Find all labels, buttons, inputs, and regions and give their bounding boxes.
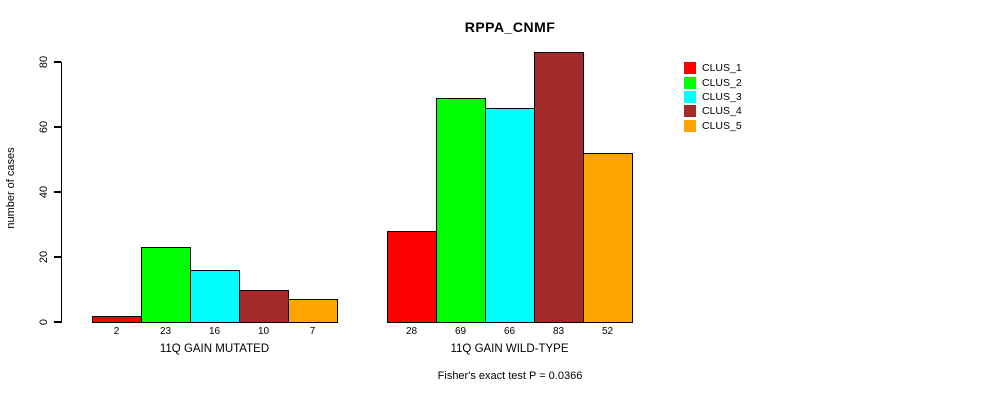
legend-row: CLUS_2 [684,75,742,89]
y-axis-tick [54,256,61,258]
bar-value-label: 66 [503,326,516,337]
bar [387,231,437,323]
y-axis-tick-label: 80 [38,55,50,69]
bar-value-label: 16 [208,326,221,337]
bar-value-label: 69 [454,326,467,337]
y-axis-tick [54,61,61,63]
legend-row: CLUS_4 [684,104,742,118]
y-axis-tick-label: 0 [38,318,50,326]
bar-value-label: 10 [257,326,270,337]
bar-value-label: 28 [405,326,418,337]
group-label: 11Q GAIN WILD-TYPE [450,343,569,355]
legend-row: CLUS_5 [684,119,742,133]
legend-label: CLUS_4 [702,105,742,118]
legend-row: CLUS_1 [684,61,742,75]
bar [288,299,338,323]
bar-value-label: 2 [113,326,120,337]
caption: Fisher's exact test P = 0.0366 [437,370,583,382]
bar-value-label: 83 [552,326,565,337]
y-axis-label: number of cases [5,147,17,229]
legend-label: CLUS_1 [702,62,742,75]
y-axis-tick-label: 20 [38,250,50,264]
legend-swatch [684,119,696,132]
chart-title: RPPA_CNMF [464,19,556,35]
y-axis-line [61,62,63,323]
bar-value-label: 52 [601,326,614,337]
legend-swatch [684,76,696,89]
legend: CLUS_1 CLUS_2 CLUS_3 CLUS_4 CLUS_5 [684,61,742,133]
legend-label: CLUS_2 [702,76,742,89]
y-axis-tick [54,321,61,323]
legend-row: CLUS_3 [684,90,742,104]
legend-swatch [684,90,696,103]
legend-swatch [684,105,696,118]
y-axis-tick-label: 60 [38,120,50,134]
y-axis-tick-label: 40 [38,185,50,199]
bar [485,107,535,323]
legend-swatch [684,62,696,75]
legend-label: CLUS_5 [702,119,742,132]
bar [583,153,633,323]
y-axis-tick [54,191,61,193]
bar [190,270,240,323]
bar [141,247,191,323]
group-label: 11Q GAIN MUTATED [159,343,270,355]
bar [239,289,289,323]
legend-label: CLUS_3 [702,90,742,103]
bar [534,52,584,323]
bar [92,315,142,323]
bar-value-label: 23 [159,326,172,337]
bar-value-label: 7 [309,326,316,337]
bar [436,97,486,323]
y-axis-tick [54,126,61,128]
